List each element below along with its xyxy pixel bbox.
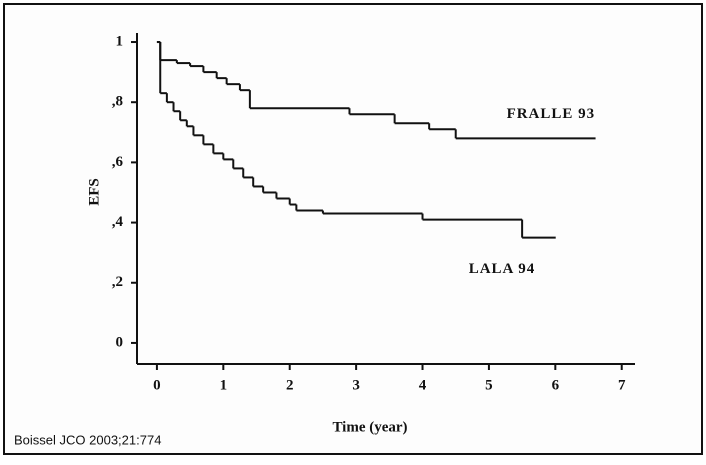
y-tick-label: 1 [116, 33, 124, 49]
x-axis-label: Time (year) [332, 419, 407, 435]
source-note: Boissel JCO 2003;21:774 [14, 432, 161, 447]
x-tick-label: 2 [286, 377, 294, 393]
series-label: FRALLE 93 [507, 106, 596, 122]
y-tick-label: ,6 [112, 154, 124, 170]
x-tick-label: 5 [485, 377, 493, 393]
y-tick-label: 0 [116, 334, 124, 350]
series-label: LALA 94 [469, 261, 536, 277]
y-tick-label: ,8 [112, 94, 123, 110]
x-tick-label: 6 [552, 377, 560, 393]
y-axis-label: EFS [86, 178, 102, 206]
y-tick-label: ,4 [112, 214, 124, 230]
x-tick-label: 7 [618, 377, 626, 393]
y-tick-label: ,2 [112, 274, 123, 290]
x-tick-label: 4 [419, 377, 427, 393]
x-tick-label: 1 [220, 377, 228, 393]
x-tick-label: 3 [352, 377, 360, 393]
frame [3, 3, 703, 455]
x-tick-label: 0 [153, 377, 161, 393]
